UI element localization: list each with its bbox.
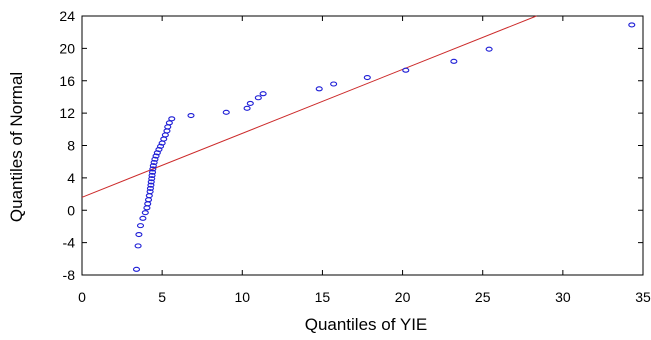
data-point xyxy=(146,185,154,191)
data-point xyxy=(402,67,410,73)
x-tick-label: 0 xyxy=(78,289,86,305)
data-point xyxy=(151,156,159,162)
data-point xyxy=(149,163,157,169)
x-tick-label: 15 xyxy=(315,289,331,305)
data-point xyxy=(147,179,155,185)
data-point xyxy=(628,22,636,28)
data-point xyxy=(259,91,267,97)
data-point xyxy=(187,113,195,119)
data-point xyxy=(146,189,154,195)
data-point xyxy=(254,95,262,101)
data-point xyxy=(139,215,147,221)
data-point xyxy=(134,243,142,249)
data-point xyxy=(315,86,323,92)
y-tick-label: 12 xyxy=(59,105,75,121)
x-tick-label: 20 xyxy=(395,289,411,305)
data-point xyxy=(147,182,155,188)
data-point xyxy=(222,109,230,115)
x-tick-label: 25 xyxy=(475,289,491,305)
data-point xyxy=(152,153,160,159)
data-point xyxy=(485,46,493,52)
data-point xyxy=(330,81,338,87)
y-tick-label: 8 xyxy=(67,138,75,154)
plot-frame xyxy=(81,15,644,276)
data-point xyxy=(135,231,143,238)
x-tick-label: 5 xyxy=(158,289,166,305)
data-point xyxy=(141,210,149,216)
y-tick-label: 0 xyxy=(67,202,75,218)
data-point xyxy=(164,124,172,130)
y-tick-label: -8 xyxy=(63,267,76,283)
data-point xyxy=(160,136,168,142)
data-point xyxy=(144,201,152,207)
y-axis-title: Quantiles of Normal xyxy=(7,72,26,222)
data-point xyxy=(148,176,156,182)
y-tick-label: 4 xyxy=(67,170,75,186)
data-point xyxy=(168,116,176,122)
y-tick-label: 16 xyxy=(59,73,75,89)
data-point xyxy=(363,74,371,81)
data-point xyxy=(144,197,153,203)
data-point xyxy=(165,120,173,126)
data-point xyxy=(148,169,157,175)
y-tick-label: 24 xyxy=(59,8,75,24)
data-point xyxy=(150,159,158,166)
data-point xyxy=(450,58,458,64)
x-axis-title: Quantiles of YIE xyxy=(305,315,428,334)
data-point xyxy=(161,132,169,138)
data-point xyxy=(136,223,145,229)
data-point xyxy=(149,166,157,172)
y-tick-label: -4 xyxy=(63,235,76,251)
data-point xyxy=(148,172,156,178)
reference-line xyxy=(81,15,537,198)
x-tick-label: 30 xyxy=(555,289,571,305)
data-point xyxy=(132,266,141,272)
y-tick-label: 20 xyxy=(59,40,75,56)
data-point xyxy=(163,128,171,134)
x-tick-label: 10 xyxy=(234,289,250,305)
data-point xyxy=(145,193,153,199)
data-point xyxy=(243,105,251,111)
x-tick-label: 35 xyxy=(635,289,651,305)
data-point xyxy=(246,100,254,106)
data-point xyxy=(143,205,151,211)
